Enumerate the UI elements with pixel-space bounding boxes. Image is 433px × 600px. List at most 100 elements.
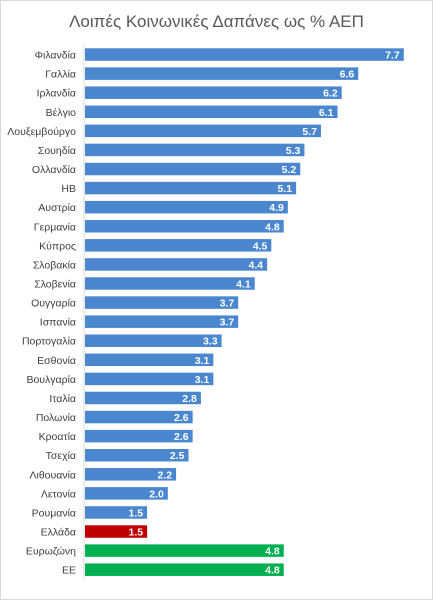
bar-row: Πορτογαλία 3.3 [22, 334, 222, 348]
bar-value-label: 2.2 [157, 469, 172, 481]
category-label: Γαλλία [45, 69, 76, 81]
bar-row: Γαλλία 6.6 [45, 67, 359, 81]
bar-row: Λετονία 2.0 [41, 487, 168, 500]
category-label: Σουηδία [38, 145, 76, 157]
category-label: ΕΕ [62, 565, 76, 577]
bar [85, 563, 284, 576]
category-label: Λετονία [41, 488, 76, 500]
bar [85, 162, 301, 176]
bar [85, 525, 148, 538]
bar-value-label: 1.5 [128, 507, 143, 519]
category-label: Ισπανία [40, 317, 76, 329]
bar-value-label: 4.8 [265, 565, 280, 577]
bar-value-label: 4.8 [265, 221, 280, 233]
category-label: Ιρλανδία [37, 88, 76, 100]
bar-value-label: 4.9 [269, 202, 284, 214]
bar [85, 372, 214, 386]
bar [85, 105, 338, 119]
bar [85, 200, 288, 214]
bar-value-label: 5.3 [286, 145, 301, 157]
bar-value-label: 3.3 [203, 336, 218, 348]
bar-row: ΗΒ 5.1 [61, 181, 297, 195]
bar-value-label: 6.6 [340, 69, 355, 81]
bar-value-label: 2.5 [170, 450, 185, 462]
bar-row: Αυστρία 4.9 [38, 200, 288, 214]
bar-row: Τσεχία 2.5 [46, 448, 189, 462]
bar [85, 429, 193, 443]
bar-row: Ισπανία 3.7 [40, 315, 239, 329]
chart-title: Λοιπές Κοινωνικές Δαπάνες ως % ΑΕΠ [69, 12, 364, 31]
bar [85, 124, 321, 138]
bar-value-label: 4.8 [265, 546, 280, 558]
bar-row: Ιρλανδία 6.2 [37, 86, 342, 100]
category-label: Λουξεμβούργο [7, 126, 76, 138]
bar [85, 277, 255, 290]
bar-value-label: 3.7 [220, 317, 235, 329]
bar [85, 48, 404, 61]
category-label: Βέλγιο [46, 107, 77, 119]
bar-value-label: 5.1 [278, 183, 293, 195]
bar [85, 315, 239, 328]
category-label: Αυστρία [38, 202, 76, 214]
category-label: Ουγγαρία [31, 298, 76, 310]
bar-row: Βουλγαρία 3.1 [26, 372, 214, 386]
bar-row: Βέλγιο 6.1 [46, 105, 338, 119]
category-label: Σλοβενία [34, 279, 76, 291]
bar-value-label: 6.1 [319, 107, 334, 119]
category-label: Κροατία [39, 431, 76, 443]
bar-value-label: 4.4 [249, 259, 264, 271]
bar-value-label: 2.0 [149, 488, 164, 500]
bar-row: Γερμανία 4.8 [34, 220, 284, 233]
bar [85, 410, 193, 424]
bar-value-label: 2.6 [174, 431, 189, 443]
bar-value-label: 3.1 [195, 355, 210, 367]
bar-value-label: 7.7 [385, 50, 400, 62]
bar [85, 86, 342, 99]
category-label: Πορτογαλία [22, 336, 76, 348]
bar [85, 448, 189, 462]
bar-value-label: 3.1 [195, 374, 210, 386]
category-label: Εσθονία [37, 355, 76, 367]
bar-row: Κροατία 2.6 [39, 429, 193, 443]
bar-value-label: 2.6 [174, 412, 189, 424]
bar-row: Σλοβακία 4.4 [33, 258, 268, 271]
category-label: Γερμανία [34, 221, 76, 233]
bar [85, 391, 201, 405]
category-label: Ευρωζώνη [26, 546, 76, 558]
category-label: Τσεχία [46, 450, 76, 462]
bar-value-label: 1.5 [128, 527, 143, 539]
bar-row: Φιλανδία 7.7 [35, 48, 404, 62]
category-label: Ολλανδία [32, 164, 76, 176]
bar [85, 334, 222, 347]
bar-row: Ιταλία 2.8 [49, 391, 201, 405]
bar-value-label: 5.7 [302, 126, 317, 138]
bar [85, 353, 214, 367]
bar-row: Ελλάδα 1.5 [41, 525, 148, 539]
category-label: Πολωνία [36, 412, 76, 424]
bar-row: Ρουμανία 1.5 [32, 506, 148, 519]
bar [85, 143, 305, 157]
bar [85, 239, 272, 252]
bar [85, 258, 268, 271]
bar [85, 468, 177, 481]
category-label: Ιταλία [49, 393, 76, 405]
bar-row: Πολωνία 2.6 [36, 410, 193, 424]
category-label: Σλοβακία [33, 259, 76, 271]
bar-value-label: 5.2 [282, 164, 297, 176]
bar [85, 67, 359, 80]
bar-value-label: 4.5 [253, 240, 268, 252]
bar-value-label: 6.2 [323, 88, 338, 100]
bar-row: Σουηδία 5.3 [38, 143, 305, 157]
bar [85, 181, 297, 195]
bar-value-label: 2.8 [182, 393, 197, 405]
category-label: ΗΒ [61, 183, 76, 195]
bar-value-label: 4.1 [236, 279, 251, 291]
bar-row: Ουγγαρία 3.7 [31, 296, 239, 310]
bar-row: Εσθονία 3.1 [37, 353, 214, 367]
category-label: Ελλάδα [41, 527, 76, 539]
category-label: Φιλανδία [35, 50, 76, 62]
bar-row: Σλοβενία 4.1 [34, 277, 255, 291]
category-label: Ρουμανία [32, 507, 76, 519]
bar [85, 544, 284, 557]
